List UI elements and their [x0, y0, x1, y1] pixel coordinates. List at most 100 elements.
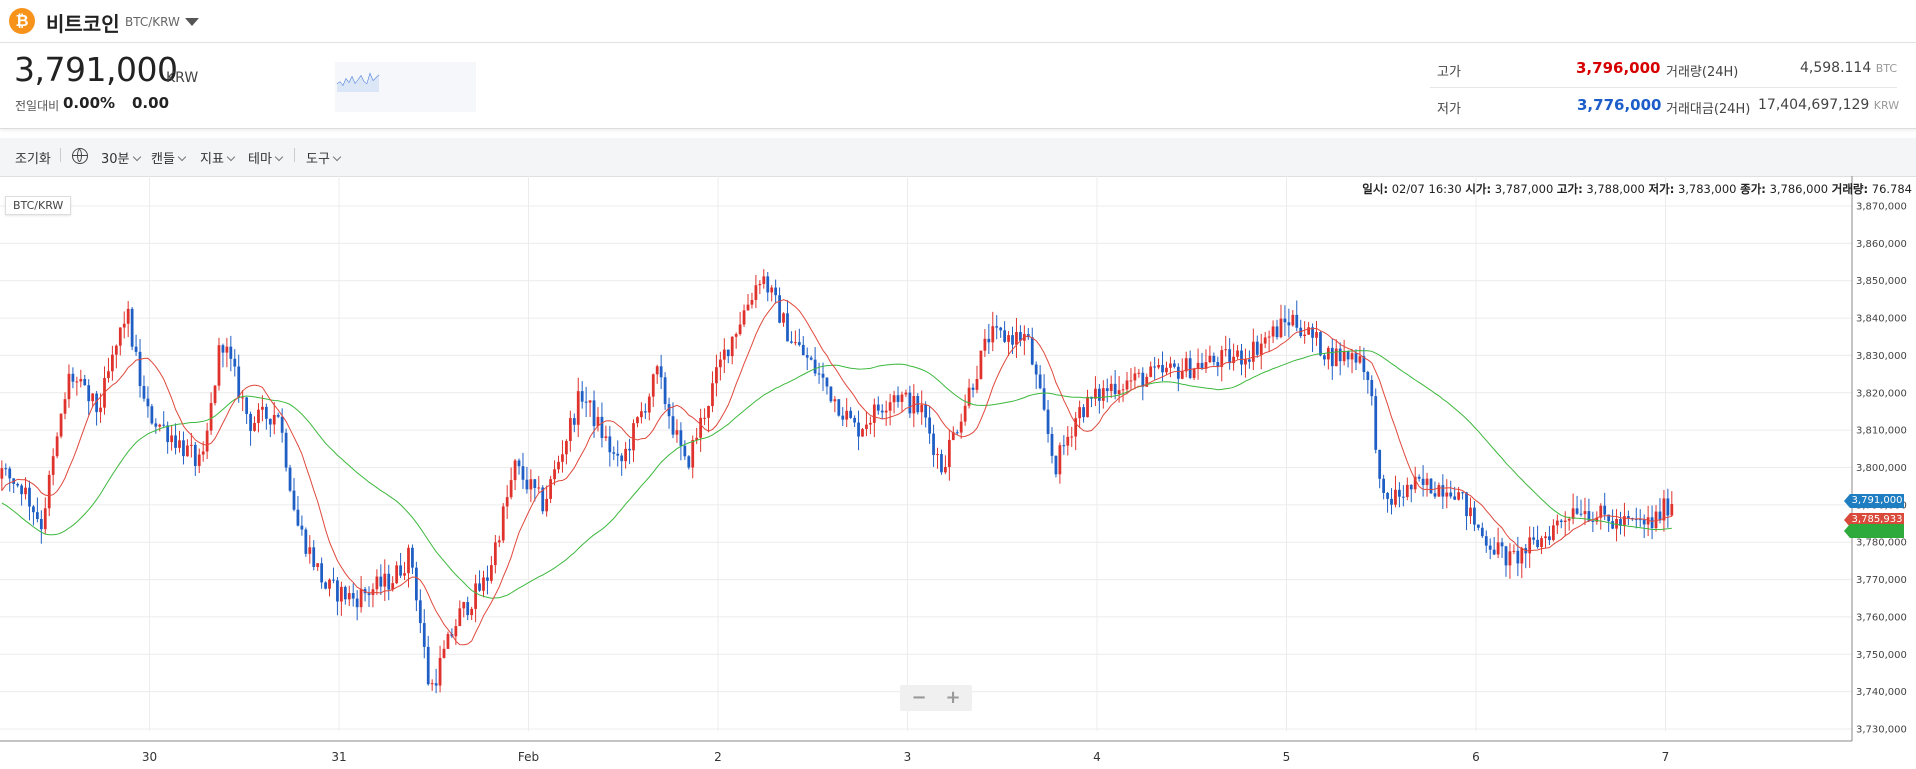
- x-tick-label: Feb: [518, 750, 539, 764]
- candle-down: [955, 432, 959, 434]
- candle-up: [951, 432, 955, 440]
- candle-up: [1350, 353, 1354, 360]
- candle-down: [1492, 549, 1496, 555]
- candle-up: [588, 400, 592, 403]
- candle-up: [55, 436, 59, 457]
- candle-down: [1034, 364, 1038, 375]
- candle-up: [1445, 492, 1449, 497]
- candle-down: [138, 351, 142, 387]
- candle-up: [1204, 362, 1208, 369]
- candle-down: [857, 422, 860, 437]
- volume-unit: BTC: [1875, 62, 1898, 75]
- candle-up: [122, 323, 126, 328]
- candle-up: [872, 404, 876, 423]
- price-axis-label: 3,785,933: [1844, 513, 1904, 528]
- candle-up: [1662, 498, 1666, 521]
- ma-short-line: [1, 299, 1672, 646]
- candle-up: [1244, 359, 1247, 365]
- candle-down: [142, 386, 146, 399]
- candle-down: [379, 576, 383, 587]
- candle-down: [1429, 478, 1433, 494]
- chart-toolbar: [0, 138, 1916, 177]
- candle-up: [383, 573, 387, 587]
- candle-down: [1579, 513, 1583, 515]
- globe-icon[interactable]: [72, 148, 88, 164]
- candle-down: [434, 683, 438, 686]
- candle-down: [1465, 492, 1468, 517]
- candle-up: [730, 336, 734, 357]
- candle-up: [407, 547, 410, 574]
- candle-down: [1401, 496, 1405, 498]
- candlestick-chart[interactable]: 3,730,000 3,740,000 3,750,000 3,760,000 3,77…: [0, 176, 1916, 769]
- candle-down: [1105, 388, 1109, 392]
- candle-down: [1449, 492, 1453, 497]
- candle-down: [1575, 508, 1579, 514]
- sparkline-svg: [336, 72, 380, 92]
- candle-down: [671, 416, 675, 435]
- candle-down: [4, 468, 8, 470]
- candle-up: [111, 354, 114, 372]
- candle-up: [438, 657, 442, 686]
- chart-symbol-tag[interactable]: BTC/KRW: [5, 196, 72, 215]
- candle-up: [347, 593, 351, 600]
- candle-down: [1658, 511, 1662, 521]
- tools-dropdown[interactable]: 도구: [306, 148, 342, 167]
- change-amount: 0.00: [132, 94, 170, 112]
- candle-down: [16, 483, 20, 486]
- candle-down: [541, 487, 545, 512]
- candle-down: [312, 547, 316, 567]
- candle-down: [332, 579, 335, 581]
- candle-down: [1161, 365, 1164, 373]
- candle-down: [280, 416, 284, 433]
- candle-up: [565, 440, 568, 455]
- zoom-in-button[interactable]: +: [945, 687, 961, 708]
- theme-dropdown[interactable]: 테마: [248, 148, 284, 167]
- candle-up: [59, 413, 63, 437]
- candle-down: [1330, 347, 1334, 367]
- candle-down: [1548, 536, 1551, 541]
- candle-up: [328, 579, 331, 589]
- chart-type-label: 캔들: [151, 152, 175, 167]
- candle-down: [418, 600, 422, 624]
- candle-up: [944, 466, 947, 473]
- candle-down: [39, 518, 43, 530]
- candle-down: [932, 433, 935, 455]
- candle-down: [1283, 318, 1287, 323]
- candle-down: [1212, 355, 1216, 363]
- candle-up: [75, 381, 79, 383]
- candle-down: [71, 373, 75, 382]
- candle-down: [1038, 374, 1042, 389]
- candle-up: [1015, 332, 1018, 345]
- ohlc-low-label: 저가:: [1648, 182, 1675, 196]
- interval-label: 30분: [101, 152, 130, 167]
- candle-down: [1378, 449, 1382, 479]
- candle-up: [99, 407, 102, 413]
- candle-up: [1129, 380, 1133, 382]
- candle-up: [793, 342, 797, 344]
- price-axis-label: [1844, 524, 1904, 538]
- interval-dropdown[interactable]: 30분: [101, 148, 141, 167]
- current-price: 3,791,000: [14, 50, 178, 89]
- candle-down: [817, 373, 821, 375]
- candle-down: [1421, 478, 1425, 486]
- chart-type-dropdown[interactable]: 캔들: [151, 148, 187, 167]
- y-tick-label: 3,810,000: [1856, 426, 1907, 437]
- reset-button[interactable]: 조기화: [15, 152, 51, 167]
- volume-label: 거래량(24H): [1666, 65, 1739, 80]
- candle-up: [604, 436, 608, 438]
- candle-up: [1551, 525, 1555, 541]
- candle-down: [908, 392, 912, 414]
- candle-down: [1062, 445, 1066, 447]
- candle-down: [292, 490, 296, 510]
- zoom-out-button[interactable]: −: [911, 687, 927, 708]
- dropdown-caret-icon[interactable]: [185, 18, 199, 26]
- high-label: 고가: [1437, 65, 1461, 80]
- candle-up: [474, 583, 477, 609]
- candle-up: [561, 454, 564, 462]
- candle-up: [869, 422, 872, 425]
- toolbar-divider: [60, 148, 61, 162]
- indicators-dropdown[interactable]: 지표: [200, 148, 236, 167]
- candle-down: [154, 423, 158, 427]
- candle-up: [1192, 368, 1196, 378]
- candle-up: [497, 540, 501, 543]
